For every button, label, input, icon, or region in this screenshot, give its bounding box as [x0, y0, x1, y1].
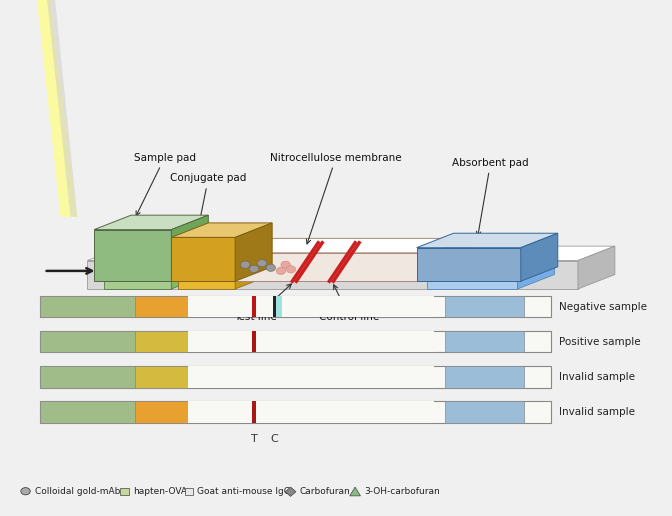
Polygon shape: [104, 250, 171, 289]
Bar: [445, 401, 524, 423]
Text: Control line: Control line: [319, 285, 380, 322]
Bar: [445, 331, 524, 352]
Circle shape: [266, 264, 276, 271]
Bar: [120, 488, 129, 495]
Text: T: T: [251, 434, 257, 444]
Circle shape: [276, 267, 286, 275]
Bar: [188, 401, 433, 423]
Bar: [185, 488, 194, 495]
Polygon shape: [171, 236, 208, 289]
Text: Positive sample: Positive sample: [559, 336, 640, 347]
Bar: [252, 296, 256, 317]
Bar: [40, 366, 551, 388]
Polygon shape: [94, 230, 171, 281]
Bar: [40, 401, 551, 423]
Text: Invalid sample: Invalid sample: [559, 372, 635, 382]
Text: Absorbent pad: Absorbent pad: [452, 158, 529, 236]
Bar: [445, 366, 524, 388]
Bar: [40, 331, 551, 352]
Circle shape: [286, 266, 296, 273]
Text: Conjugate pad: Conjugate pad: [170, 173, 247, 224]
Circle shape: [241, 261, 250, 268]
Text: Test line: Test line: [234, 284, 292, 322]
Polygon shape: [417, 233, 558, 248]
Bar: [188, 366, 433, 388]
Bar: [135, 366, 188, 388]
Polygon shape: [349, 487, 360, 496]
Polygon shape: [87, 246, 615, 261]
Polygon shape: [232, 253, 433, 281]
Circle shape: [21, 488, 30, 495]
Polygon shape: [417, 248, 521, 281]
Bar: [40, 366, 135, 388]
Text: Sample pad: Sample pad: [134, 153, 196, 216]
Text: Carbofuran: Carbofuran: [299, 487, 350, 496]
Bar: [273, 296, 276, 317]
Polygon shape: [427, 263, 517, 289]
Bar: [40, 331, 135, 352]
Bar: [188, 331, 433, 352]
Bar: [40, 296, 551, 317]
Polygon shape: [94, 215, 208, 230]
Text: Negative sample: Negative sample: [559, 301, 647, 312]
Polygon shape: [171, 223, 272, 237]
Polygon shape: [521, 233, 558, 281]
Circle shape: [281, 261, 290, 268]
Polygon shape: [171, 215, 208, 281]
Text: Colloidal gold-mAb: Colloidal gold-mAb: [35, 487, 120, 496]
Polygon shape: [178, 255, 235, 289]
Text: C: C: [271, 434, 279, 444]
Bar: [135, 296, 188, 317]
Bar: [276, 296, 282, 317]
Bar: [40, 401, 135, 423]
Text: hapten-OVA: hapten-OVA: [133, 487, 187, 496]
Bar: [445, 296, 524, 317]
Circle shape: [257, 260, 267, 267]
Bar: [40, 296, 135, 317]
Circle shape: [249, 265, 259, 272]
Polygon shape: [171, 237, 235, 281]
Bar: [252, 331, 256, 352]
Bar: [252, 401, 256, 423]
Polygon shape: [578, 246, 615, 289]
Polygon shape: [37, 0, 77, 217]
Polygon shape: [104, 236, 208, 250]
Polygon shape: [517, 249, 554, 289]
Text: 3-OH-carbofuran: 3-OH-carbofuran: [364, 487, 439, 496]
Polygon shape: [87, 261, 578, 289]
Text: Goat anti-mouse IgG: Goat anti-mouse IgG: [198, 487, 291, 496]
Bar: [135, 331, 188, 352]
Bar: [188, 296, 433, 317]
Polygon shape: [285, 487, 296, 496]
Text: Nitrocellulose membrane: Nitrocellulose membrane: [270, 153, 402, 244]
Polygon shape: [433, 238, 470, 281]
Polygon shape: [235, 241, 272, 289]
Polygon shape: [178, 241, 272, 255]
Polygon shape: [232, 238, 470, 253]
Polygon shape: [47, 0, 77, 217]
Bar: [135, 401, 188, 423]
Polygon shape: [427, 249, 554, 263]
Text: Invalid sample: Invalid sample: [559, 407, 635, 417]
Polygon shape: [235, 223, 272, 281]
